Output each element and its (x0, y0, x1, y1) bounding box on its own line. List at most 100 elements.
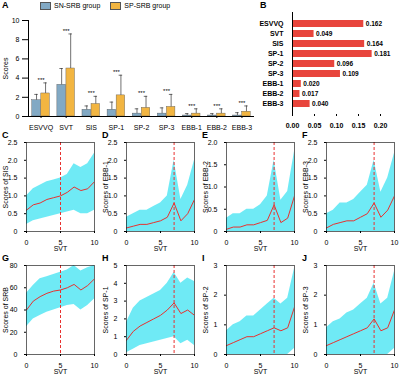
svg-text:Scores of SP-2: Scores of SP-2 (202, 286, 209, 333)
svg-text:10: 10 (91, 362, 99, 369)
svg-text:0: 0 (325, 239, 329, 246)
svg-text:SVT: SVT (354, 245, 368, 252)
svg-text:4: 4 (16, 74, 20, 81)
svg-text:SVT: SVT (354, 368, 368, 375)
svg-text:EBB-2: EBB-2 (262, 90, 283, 97)
svg-text:SVT: SVT (54, 245, 68, 252)
svg-text:SP-3: SP-3 (268, 70, 284, 77)
svg-text:10: 10 (291, 239, 299, 246)
svg-text:6: 6 (16, 55, 20, 62)
svg-text:0: 0 (225, 362, 229, 369)
svg-text:10: 10 (291, 362, 299, 369)
svg-text:2.0: 2.0 (208, 139, 218, 146)
svg-text:SIS: SIS (272, 40, 284, 47)
svg-text:1: 1 (114, 333, 118, 340)
svg-text:Scores of EBB-1: Scores of EBB-1 (102, 161, 109, 213)
svg-text:60: 60 (10, 284, 18, 291)
svg-text:SP-1: SP-1 (268, 50, 284, 57)
svg-text:0.181: 0.181 (374, 50, 391, 57)
svg-text:80: 80 (10, 262, 18, 269)
svg-text:10: 10 (191, 239, 199, 246)
svg-text:20: 20 (10, 328, 18, 335)
svg-text:SVT: SVT (154, 368, 168, 375)
svg-text:***: *** (38, 77, 46, 83)
svg-text:0.164: 0.164 (367, 40, 384, 47)
svg-text:***: *** (188, 103, 196, 109)
svg-text:***: *** (138, 90, 146, 96)
svg-text:***: *** (88, 90, 96, 96)
svg-text:0: 0 (314, 228, 318, 235)
svg-text:10: 10 (12, 17, 20, 24)
svg-text:2.5: 2.5 (8, 139, 18, 146)
svg-text:0.00: 0.00 (286, 122, 300, 129)
svg-text:10: 10 (91, 239, 99, 246)
svg-text:0: 0 (125, 239, 129, 246)
svg-text:0.162: 0.162 (366, 20, 383, 27)
svg-text:0: 0 (314, 351, 318, 358)
svg-text:2: 2 (314, 291, 318, 298)
svg-text:0: 0 (214, 228, 218, 235)
svg-text:0: 0 (225, 239, 229, 246)
svg-text:SP-2: SP-2 (268, 60, 284, 67)
svg-text:SP-1: SP-1 (109, 124, 125, 131)
svg-text:0.109: 0.109 (342, 70, 359, 77)
svg-text:EBB-1: EBB-1 (262, 80, 283, 87)
svg-text:***: *** (238, 100, 246, 106)
svg-text:0.20: 0.20 (374, 122, 388, 129)
svg-text:2: 2 (16, 94, 20, 101)
svg-text:0.096: 0.096 (337, 60, 354, 67)
svg-text:0.05: 0.05 (308, 122, 322, 129)
svg-text:0: 0 (114, 351, 118, 358)
svg-text:SVT: SVT (59, 124, 73, 131)
svg-text:***: *** (113, 69, 121, 75)
svg-text:0: 0 (114, 228, 118, 235)
svg-text:0: 0 (125, 362, 129, 369)
svg-text:2: 2 (214, 291, 218, 298)
svg-text:0.5: 0.5 (8, 210, 18, 217)
svg-text:0.10: 0.10 (330, 122, 344, 129)
svg-text:0.049: 0.049 (316, 30, 333, 37)
svg-text:3: 3 (214, 262, 218, 269)
svg-text:EBB-2: EBB-2 (207, 124, 227, 131)
svg-text:EBB-1: EBB-1 (182, 124, 202, 131)
svg-text:10: 10 (191, 362, 199, 369)
svg-text:10: 10 (391, 362, 399, 369)
svg-text:0.15: 0.15 (352, 122, 366, 129)
svg-text:0: 0 (214, 351, 218, 358)
svg-text:Scores of SP-1: Scores of SP-1 (102, 286, 109, 333)
svg-text:***: *** (163, 88, 171, 94)
svg-text:0: 0 (14, 228, 18, 235)
svg-text:SP-2: SP-2 (134, 124, 150, 131)
svg-text:Scores of SP-3: Scores of SP-3 (302, 286, 309, 333)
svg-text:3: 3 (314, 262, 318, 269)
svg-text:5: 5 (114, 262, 118, 269)
svg-text:0: 0 (25, 362, 29, 369)
svg-text:Scores of SIS: Scores of SIS (2, 165, 9, 208)
svg-text:4: 4 (114, 280, 118, 287)
svg-text:1: 1 (214, 321, 218, 328)
svg-text:SIS: SIS (86, 124, 98, 131)
svg-text:Scores of SRB: Scores of SRB (2, 287, 9, 333)
svg-text:EBB-3: EBB-3 (232, 124, 252, 131)
svg-text:10: 10 (391, 239, 399, 246)
svg-text:SVT: SVT (154, 245, 168, 252)
svg-text:SVT: SVT (254, 368, 268, 375)
svg-text:2: 2 (114, 315, 118, 322)
svg-text:1: 1 (314, 321, 318, 328)
svg-text:0.020: 0.020 (303, 80, 320, 87)
svg-text:ESVVQ: ESVVQ (259, 20, 284, 28)
svg-text:***: *** (63, 28, 71, 34)
svg-text:0: 0 (16, 113, 20, 120)
svg-text:***: *** (213, 103, 221, 109)
svg-text:0: 0 (325, 362, 329, 369)
svg-text:40: 40 (10, 306, 18, 313)
svg-text:SVT: SVT (270, 30, 284, 37)
svg-text:Scores of EBB-2: Scores of EBB-2 (202, 161, 209, 213)
svg-text:ESVVQ: ESVVQ (29, 124, 54, 132)
svg-text:2.5: 2.5 (108, 139, 118, 146)
svg-text:2.0: 2.0 (8, 157, 18, 164)
svg-text:0.017: 0.017 (302, 90, 319, 97)
svg-text:8: 8 (16, 36, 20, 43)
svg-text:Scores: Scores (2, 57, 9, 79)
svg-text:SVT: SVT (54, 368, 68, 375)
